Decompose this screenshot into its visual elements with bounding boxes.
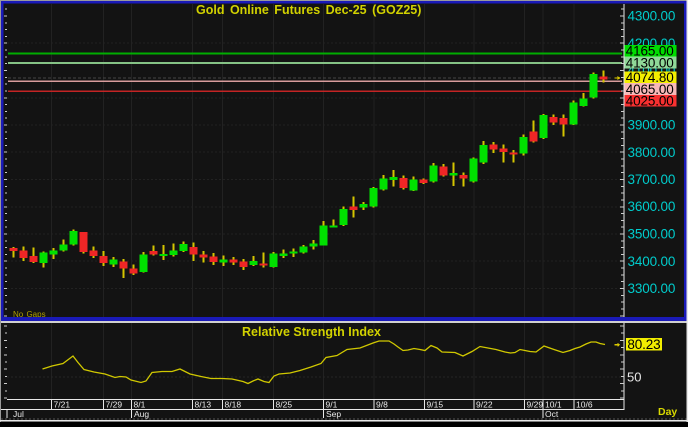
- svg-text:8/13: 8/13: [195, 400, 212, 410]
- svg-text:Day: Day: [658, 406, 677, 418]
- svg-text:8/25: 8/25: [276, 400, 293, 410]
- svg-text:4165.00: 4165.00: [626, 44, 674, 59]
- svg-text:9/1: 9/1: [326, 400, 338, 410]
- svg-text:3400.00: 3400.00: [628, 254, 676, 269]
- svg-text:Sep: Sep: [326, 409, 341, 419]
- svg-text:3300.00: 3300.00: [628, 281, 676, 296]
- svg-text:Jul: Jul: [13, 409, 24, 419]
- svg-text:Relative Strength Index: Relative Strength Index: [242, 325, 381, 339]
- svg-text:8/1: 8/1: [134, 400, 146, 410]
- svg-text:4074.80: 4074.80: [626, 70, 674, 85]
- svg-text:9/22: 9/22: [476, 400, 493, 410]
- svg-text:No Gaps: No Gaps: [13, 310, 46, 319]
- svg-text:10/1: 10/1: [545, 400, 562, 410]
- svg-text:4025.00: 4025.00: [626, 94, 674, 109]
- svg-text:Gold Online Futures Dec-25 (GO: Gold Online Futures Dec-25 (GOZ25): [196, 3, 421, 17]
- svg-text:3700.00: 3700.00: [628, 172, 676, 187]
- svg-text:9/29: 9/29: [527, 400, 544, 410]
- svg-text:10/6: 10/6: [576, 400, 593, 410]
- svg-text:50: 50: [627, 370, 641, 385]
- svg-text:3800.00: 3800.00: [628, 145, 676, 160]
- svg-text:4065.00: 4065.00: [626, 82, 674, 97]
- svg-text:7/21: 7/21: [54, 400, 71, 410]
- svg-text:Oct: Oct: [545, 409, 559, 419]
- svg-text:Aug: Aug: [134, 409, 149, 419]
- svg-text:4300.00: 4300.00: [628, 9, 676, 24]
- svg-text:80.23: 80.23: [627, 337, 660, 352]
- svg-text:3500.00: 3500.00: [628, 227, 676, 242]
- svg-text:7/29: 7/29: [106, 400, 123, 410]
- svg-text:4130.00: 4130.00: [626, 55, 674, 70]
- svg-text:9/8: 9/8: [376, 400, 388, 410]
- svg-text:8/18: 8/18: [225, 400, 242, 410]
- svg-text:3900.00: 3900.00: [628, 118, 676, 133]
- svg-text:3600.00: 3600.00: [628, 199, 676, 214]
- svg-text:9/15: 9/15: [427, 400, 444, 410]
